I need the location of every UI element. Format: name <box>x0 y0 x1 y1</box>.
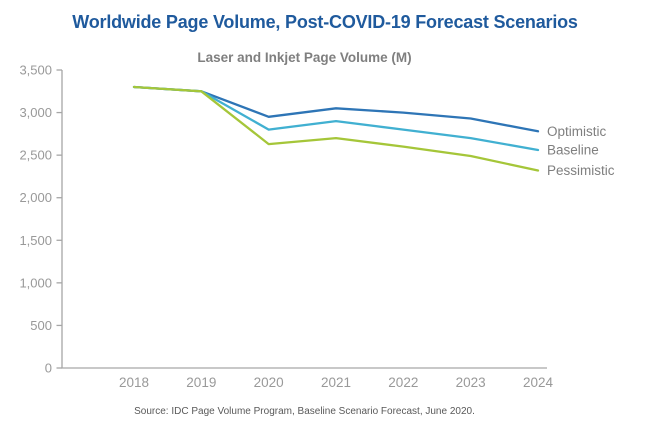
series-line-optimistic <box>132 85 540 133</box>
axis-lines <box>61 70 547 369</box>
y-axis-tick-label: 1,500 <box>19 233 52 248</box>
source-note: Source: IDC Page Volume Program, Baselin… <box>134 406 475 417</box>
series-line-pessimistic <box>132 85 540 172</box>
chart-subtitle: Laser and Inkjet Page Volume (M) <box>197 50 412 65</box>
y-axis-tick-label: 0 <box>45 361 52 376</box>
y-axis-tick-label: 3,000 <box>19 105 52 120</box>
x-axis-tick-label: 2024 <box>523 375 554 390</box>
y-axis-tick-label: 2,500 <box>19 148 52 163</box>
x-axis-tick-label: 2019 <box>186 375 216 390</box>
series-end-label-optimistic: Optimistic <box>547 124 607 139</box>
y-axis-tick-label: 3,500 <box>19 63 52 78</box>
y-axis-tick-label: 500 <box>30 318 52 333</box>
x-axis-tick-label: 2018 <box>119 375 149 390</box>
page-title: Worldwide Page Volume, Post-COVID-19 For… <box>72 12 578 32</box>
series-line-baseline <box>132 85 540 152</box>
x-axis-tick-label: 2021 <box>321 375 351 390</box>
x-axis-tick-label: 2020 <box>254 375 284 390</box>
y-axis-tick-label: 2,000 <box>19 190 52 205</box>
x-axis-tick-label: 2023 <box>456 375 486 390</box>
series-end-label-pessimistic: Pessimistic <box>547 163 615 178</box>
x-axis-tick-label: 2022 <box>388 375 418 390</box>
series-end-label-baseline: Baseline <box>547 143 599 158</box>
y-axis-tick-label: 1,000 <box>19 275 52 290</box>
